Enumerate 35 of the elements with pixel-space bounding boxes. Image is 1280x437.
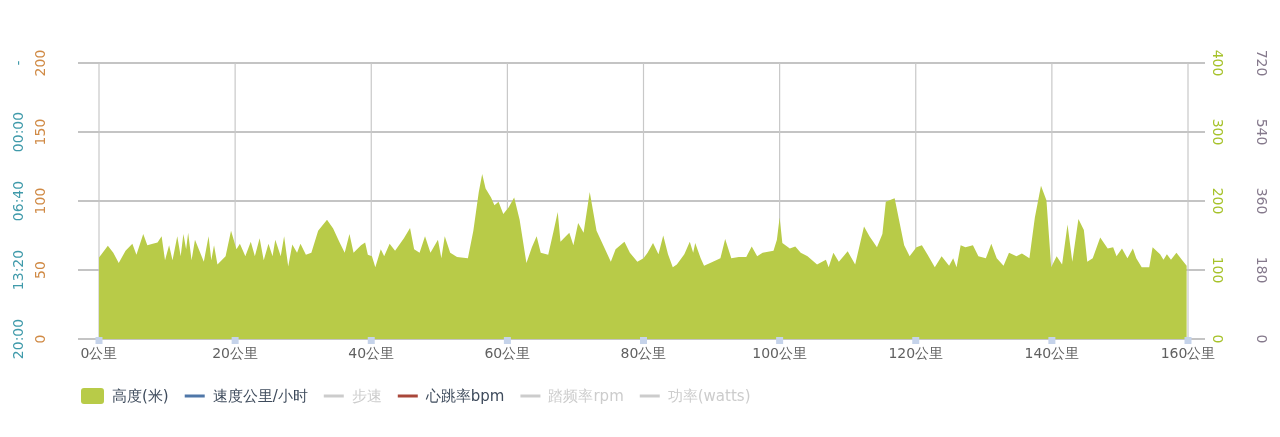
text: 00:00 [10, 111, 26, 153]
y3-tick-label: 180 [1254, 256, 1270, 284]
x-tick-label: 80公里 [620, 345, 667, 361]
text: 13:20 [10, 249, 26, 291]
y-tick-label: 100 [32, 187, 48, 215]
x-tick-label: 100公里 [752, 345, 807, 361]
y3-tick-label: 360 [1254, 187, 1270, 215]
y3-tick-label: 540 [1254, 118, 1270, 146]
text: 06:40 [10, 180, 26, 222]
y2-tick-label: 400 [1210, 49, 1226, 77]
x-tick-label: 40公里 [348, 345, 395, 361]
y-tick-label: 0 [32, 334, 48, 344]
legend-item: 速度公里/小时 [184, 387, 308, 405]
x-tick-label: 20公里 [212, 345, 259, 361]
legend-label: 高度(米) [112, 387, 169, 405]
y2-tick-label: 200 [1210, 187, 1226, 215]
y3-tick-label: 720 [1254, 49, 1270, 77]
legend-item: 心跳率bpm [397, 387, 505, 405]
legend-item: 高度(米) [81, 387, 169, 405]
y-tick-label: 200 [32, 49, 48, 77]
y2-tick-label: 300 [1210, 118, 1226, 146]
x-tick-label: 160公里 [1160, 345, 1216, 361]
text: 20:00 [10, 318, 26, 360]
x-tick-label: 140公里 [1024, 345, 1080, 361]
legend-label: 心跳率bpm [424, 387, 505, 405]
y3-tick-label: 0 [1254, 334, 1270, 344]
x-tick-label: 120公里 [888, 345, 944, 361]
y2-tick-label: 0 [1210, 334, 1226, 344]
legend-label: 速度公里/小时 [212, 387, 308, 405]
y-tick-label: 150 [32, 118, 48, 146]
text: - [10, 60, 26, 66]
x-tick-label: 60公里 [484, 345, 531, 361]
x-tick-label: 0公里 [80, 345, 118, 361]
y2-tick-label: 100 [1210, 256, 1226, 284]
y-tick-label: 50 [32, 261, 48, 279]
